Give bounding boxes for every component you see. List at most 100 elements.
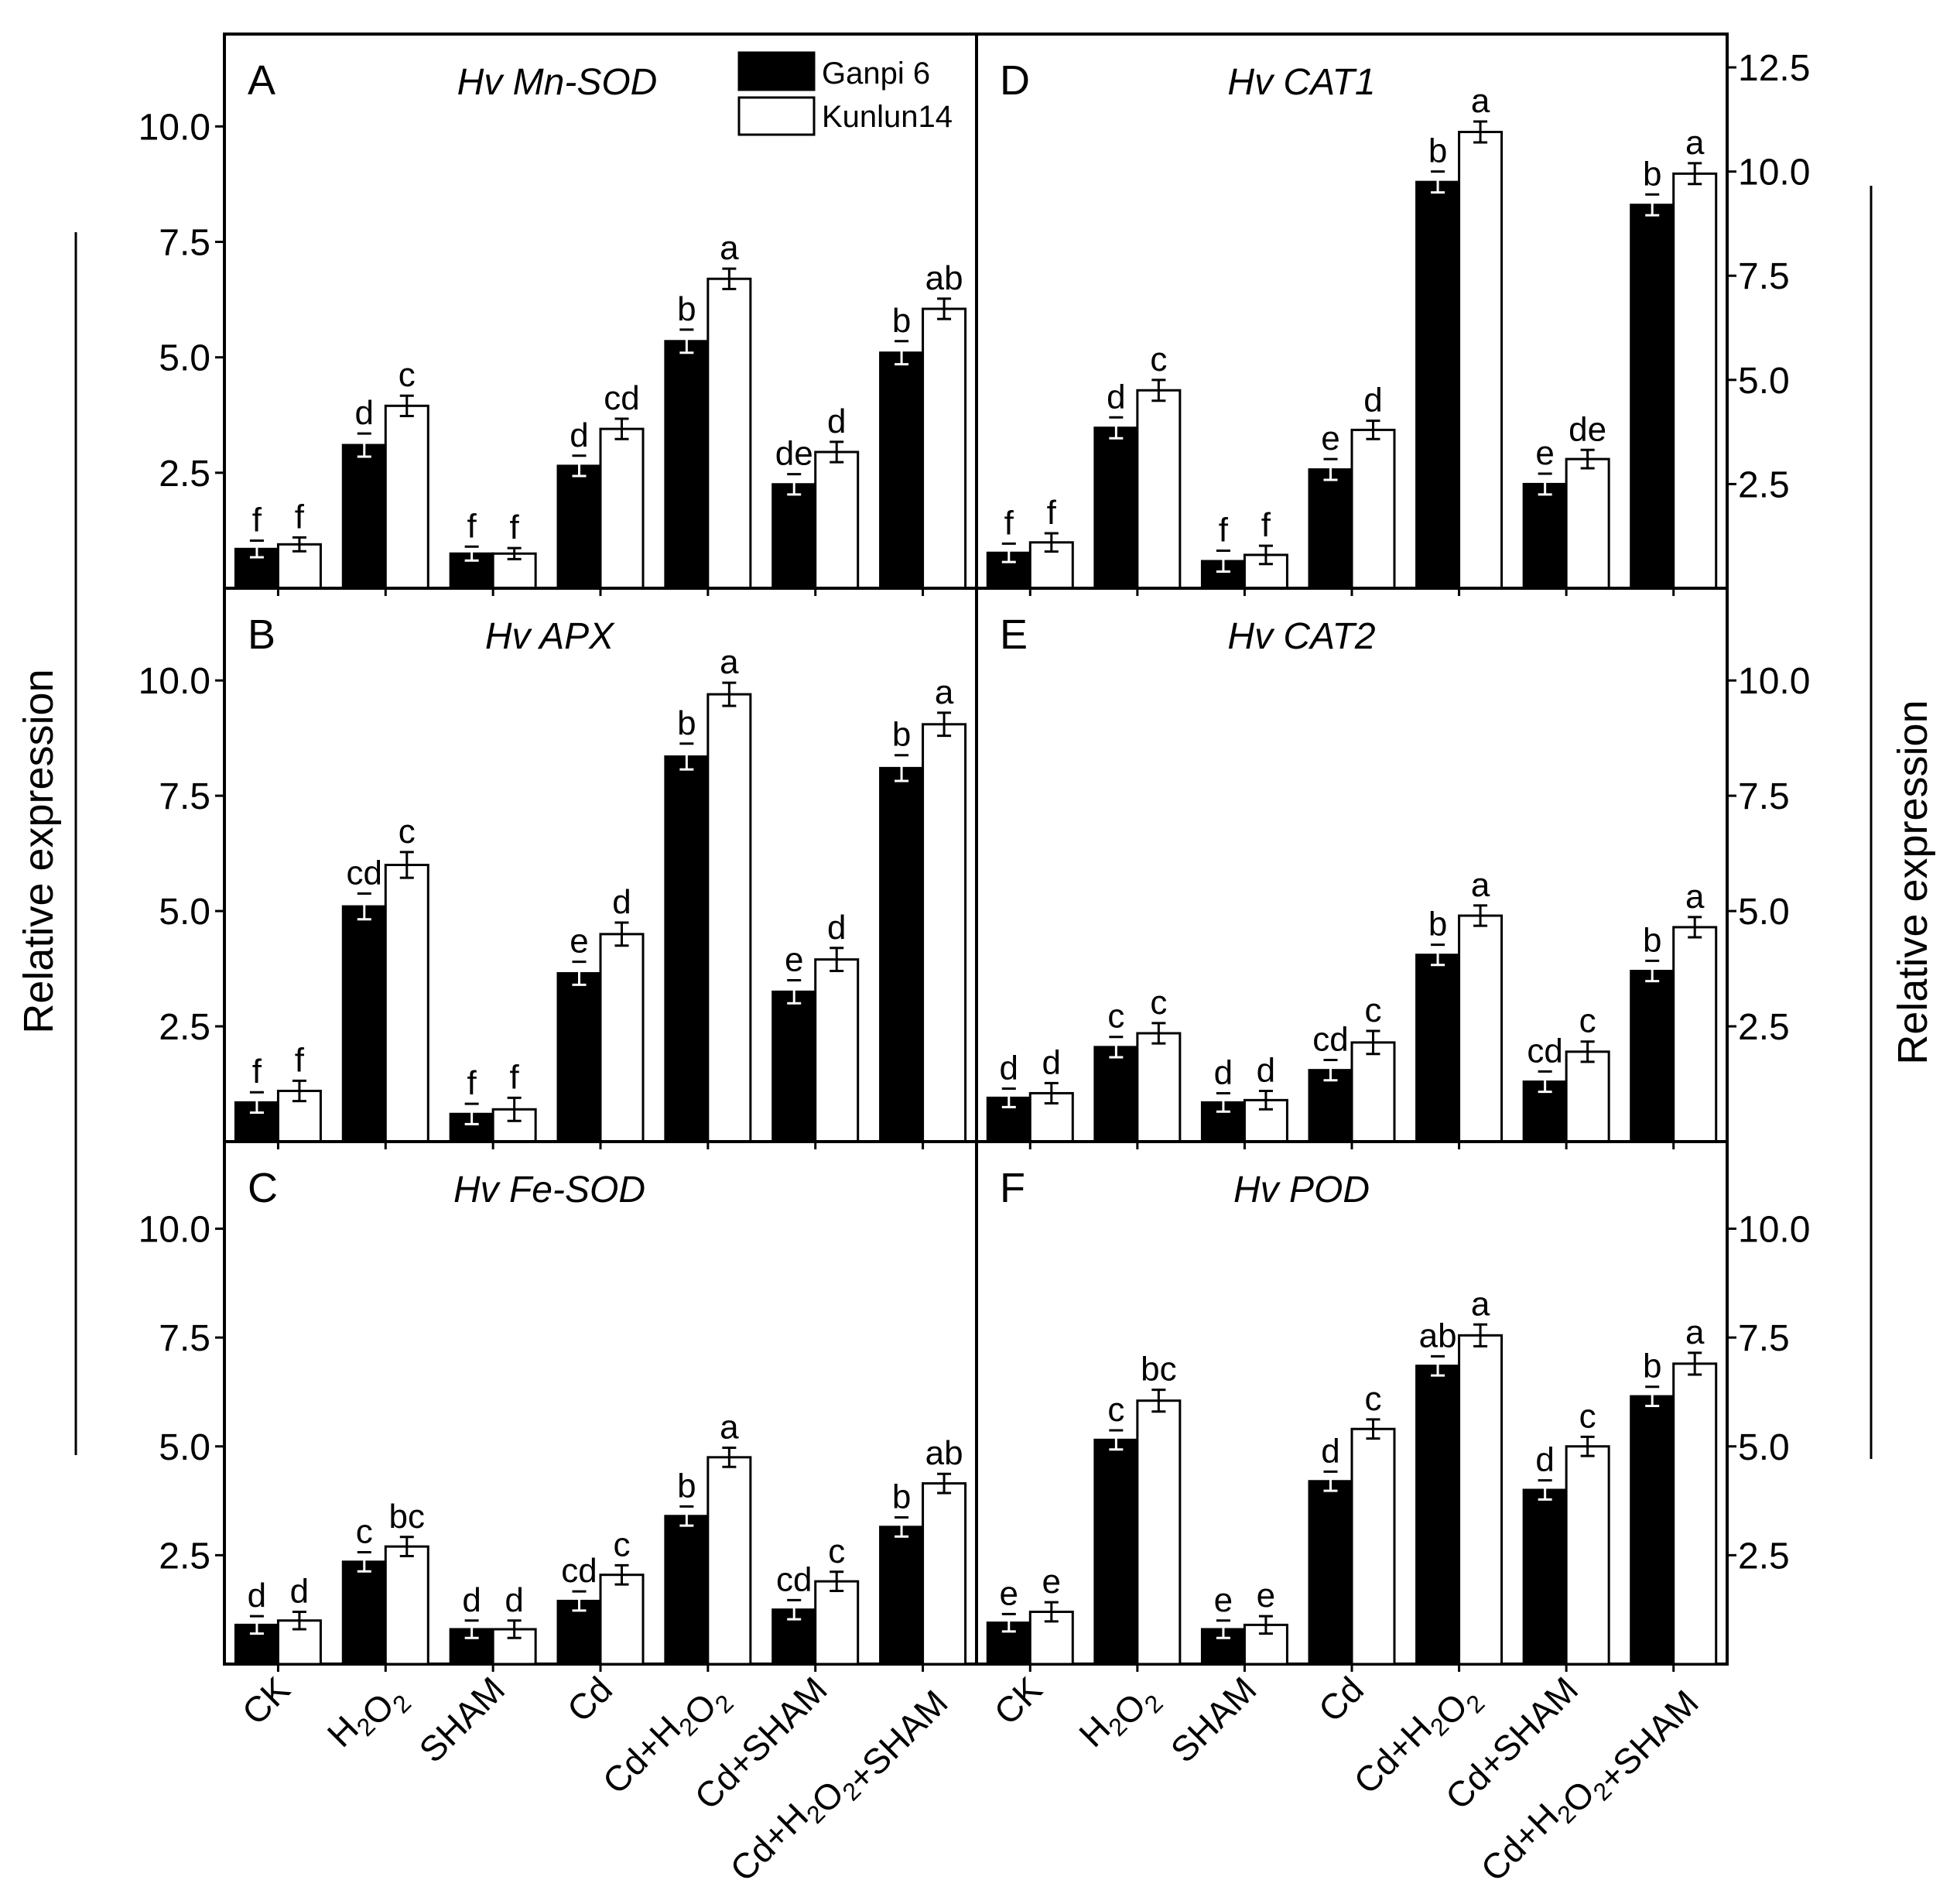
y-tick-label: 2.5 bbox=[159, 1536, 210, 1577]
significance-label: d bbox=[1107, 378, 1125, 416]
significance-label: b bbox=[1643, 155, 1661, 193]
bar bbox=[1415, 954, 1461, 1143]
x-category-label: CK bbox=[234, 1669, 298, 1732]
bar bbox=[814, 1580, 860, 1666]
significance-label: e bbox=[1535, 434, 1554, 472]
bar bbox=[556, 1599, 602, 1666]
bar bbox=[1630, 1395, 1675, 1666]
bar bbox=[341, 443, 387, 590]
bar bbox=[1093, 426, 1139, 590]
x-category-label: CK bbox=[986, 1669, 1049, 1732]
panel-letter: B bbox=[248, 611, 275, 658]
significance-label: d bbox=[1000, 1049, 1018, 1087]
y-tick-label: 2.5 bbox=[1738, 1536, 1790, 1577]
significance-label: c bbox=[828, 1532, 845, 1570]
y-tick-label: 2.5 bbox=[159, 1007, 210, 1048]
bar bbox=[1522, 482, 1568, 590]
significance-label: a bbox=[1685, 124, 1705, 162]
y-tick-label: 5.0 bbox=[159, 338, 210, 379]
significance-label: b bbox=[677, 1467, 696, 1505]
significance-label: a bbox=[720, 1408, 739, 1446]
significance-label: f bbox=[510, 509, 520, 546]
bar bbox=[1350, 1427, 1396, 1666]
significance-label: f bbox=[510, 1058, 520, 1096]
y-tick-label: 5.0 bbox=[1738, 892, 1790, 933]
bar bbox=[1415, 1365, 1461, 1666]
significance-label: f bbox=[1219, 512, 1229, 550]
panel-title: Hv CAT2 bbox=[1227, 616, 1375, 657]
significance-label: c bbox=[356, 1512, 373, 1550]
bar bbox=[1308, 1480, 1353, 1666]
bar bbox=[814, 958, 860, 1143]
bar bbox=[1350, 428, 1396, 590]
y-tick-label: 2.5 bbox=[159, 454, 210, 495]
bar bbox=[922, 723, 967, 1143]
bar bbox=[1458, 1334, 1504, 1666]
significance-label: b bbox=[892, 1478, 911, 1515]
significance-label: b bbox=[1643, 921, 1661, 959]
y-tick-label: 7.5 bbox=[159, 1318, 210, 1359]
y-tick-label: 7.5 bbox=[1738, 776, 1790, 817]
bar bbox=[1093, 1438, 1139, 1666]
significance-label: f bbox=[1047, 494, 1057, 532]
significance-label: cd bbox=[1312, 1021, 1348, 1059]
y-tick-label: 10.0 bbox=[139, 1210, 210, 1251]
significance-label: d bbox=[1257, 1051, 1275, 1089]
significance-label: d bbox=[1214, 1053, 1233, 1091]
panel-letter: F bbox=[1000, 1165, 1025, 1211]
y-tick-label: 10.0 bbox=[1738, 152, 1810, 193]
bar bbox=[1672, 1362, 1718, 1666]
panel-title: Hv POD bbox=[1233, 1169, 1370, 1211]
bar bbox=[879, 351, 925, 590]
y-tick-label: 12.5 bbox=[1738, 48, 1810, 89]
bar bbox=[1415, 180, 1461, 590]
bar bbox=[1630, 204, 1675, 590]
bar bbox=[922, 1482, 967, 1666]
significance-label: f bbox=[295, 498, 305, 536]
significance-label: a bbox=[1471, 1285, 1490, 1323]
significance-label: cd bbox=[347, 854, 382, 892]
significance-label: e bbox=[1321, 419, 1339, 457]
panel-title: Hv Fe-SOD bbox=[453, 1169, 645, 1211]
bar bbox=[1458, 131, 1504, 590]
significance-label: b bbox=[1643, 1348, 1661, 1385]
y-tick-label: 5.0 bbox=[1738, 361, 1790, 402]
significance-label: bc bbox=[1141, 1351, 1176, 1389]
significance-label: d bbox=[827, 402, 846, 440]
significance-label: c bbox=[1107, 1391, 1124, 1429]
significance-label: d bbox=[1535, 1441, 1554, 1479]
y-tick-label: 2.5 bbox=[1738, 464, 1790, 505]
significance-label: d bbox=[612, 883, 631, 921]
y-tick-label: 10.0 bbox=[139, 107, 210, 148]
x-category-label: Cd bbox=[1311, 1669, 1371, 1729]
significance-label: f bbox=[252, 1053, 262, 1091]
panel-title: Hv CAT1 bbox=[1227, 62, 1375, 103]
significance-label: f bbox=[252, 502, 262, 539]
bar bbox=[1565, 1445, 1610, 1666]
bar bbox=[599, 933, 645, 1143]
y-tick-label: 2.5 bbox=[1738, 1007, 1790, 1048]
y-tick-label: 10.0 bbox=[1738, 661, 1810, 702]
x-category-label: H2O2 bbox=[1071, 1669, 1168, 1766]
significance-label: cd bbox=[561, 1552, 597, 1590]
significance-label: d bbox=[355, 394, 374, 432]
significance-label: b bbox=[677, 290, 696, 328]
significance-label: f bbox=[1261, 506, 1271, 544]
significance-label: de bbox=[775, 435, 813, 473]
bar bbox=[1350, 1041, 1396, 1143]
bar bbox=[879, 766, 925, 1143]
bar bbox=[599, 1574, 645, 1666]
legend-label-ganpi6: Ganpi 6 bbox=[822, 57, 930, 91]
bar bbox=[1136, 1399, 1182, 1666]
significance-label: f bbox=[467, 1064, 477, 1102]
significance-label: c bbox=[1365, 1380, 1382, 1418]
x-category-label: Cd bbox=[559, 1669, 620, 1729]
y-tick-label: 10.0 bbox=[139, 661, 210, 702]
significance-label: c bbox=[1579, 1002, 1596, 1040]
bar bbox=[1522, 1488, 1568, 1666]
